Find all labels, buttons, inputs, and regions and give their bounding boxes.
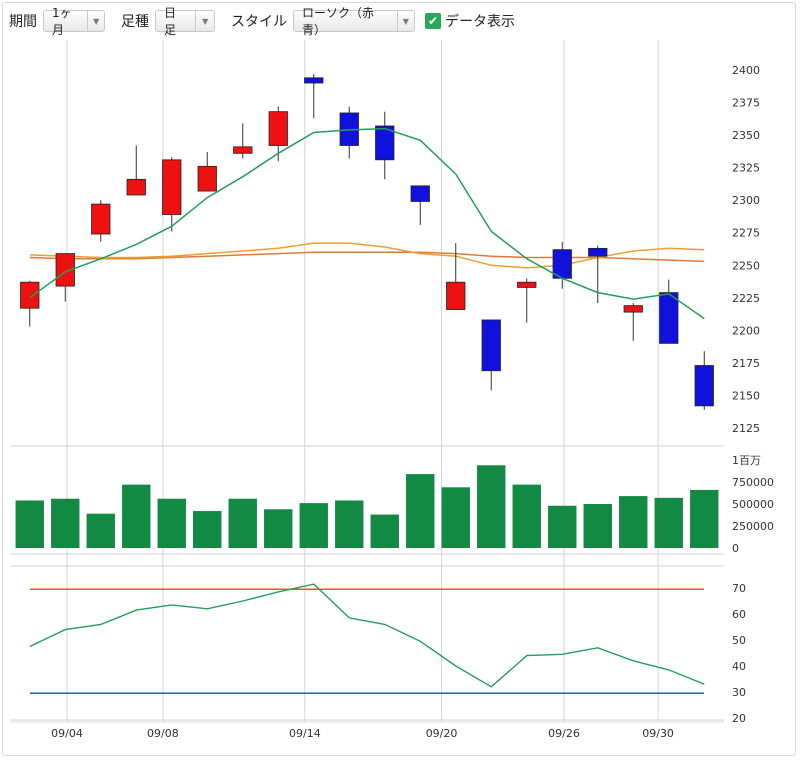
rsi-y-tick-label: 70 [732, 582, 746, 595]
price-y-tick-label: 2125 [732, 422, 760, 435]
volume-bar [122, 484, 151, 548]
period-select-value: 1ヶ月 [52, 6, 72, 37]
price-y-tick-label: 2350 [732, 129, 760, 142]
volume-bar [690, 489, 719, 548]
ashi-label: 足種 [121, 14, 149, 30]
candle-body [233, 146, 253, 154]
rsi-y-tick-label: 40 [732, 660, 746, 673]
rsi-line [29, 583, 705, 688]
candle-body [91, 203, 111, 235]
style-label: スタイル [231, 14, 287, 30]
moving-average-short-line [29, 127, 705, 320]
style-select-value: ローソク（赤青） [302, 6, 375, 37]
volume-bar [264, 509, 293, 548]
candle-body [659, 292, 679, 344]
candle-body [694, 365, 714, 407]
candle-body [55, 253, 75, 287]
chevron-down-icon: ▼ [87, 11, 104, 31]
volume-bar [441, 487, 470, 548]
rsi-y-tick-label: 50 [732, 634, 746, 647]
x-tick-label: 09/20 [426, 727, 458, 740]
volume-bar [548, 505, 577, 548]
volume-bar [193, 511, 222, 548]
volume-bar [157, 498, 186, 548]
volume-bar [583, 504, 612, 548]
volume-bar [86, 513, 115, 548]
x-tick-label: 09/30 [642, 727, 674, 740]
candle-body [588, 247, 608, 257]
volume-bar [335, 500, 364, 548]
price-y-tick-label: 2275 [732, 227, 760, 240]
candle-body [481, 319, 501, 372]
ashi-select-value: 日足 [164, 6, 177, 37]
moving-average-long-line [29, 251, 705, 263]
volume-y-tick-label: 0 [732, 542, 739, 555]
volume-bar [406, 474, 435, 548]
volume-bar [477, 465, 506, 548]
volume-bar [512, 484, 541, 548]
x-tick-label: 09/14 [289, 727, 321, 740]
price-y-tick-label: 2325 [732, 162, 760, 175]
price-y-tick-label: 2175 [732, 357, 760, 370]
toolbar: 期間 1ヶ月 ▼ 足種 日足 ▼ スタイル ローソク（赤青） ▼ ✔ データ表示 [3, 3, 797, 39]
volume-bar [228, 498, 257, 548]
rsi-y-tick-label: 60 [732, 608, 746, 621]
candle-body [446, 281, 466, 310]
candle-body [304, 77, 324, 84]
candle-body [410, 185, 430, 202]
volume-bar [654, 497, 683, 548]
x-tick-label: 09/04 [51, 727, 83, 740]
data-show-checkbox[interactable]: ✔ [425, 13, 441, 29]
candle-body [126, 178, 146, 196]
chevron-down-icon: ▼ [195, 11, 214, 31]
check-icon: ✔ [427, 14, 439, 28]
period-label: 期間 [9, 14, 37, 30]
volume-y-tick-label: 500000 [732, 498, 774, 511]
ashi-select[interactable]: 日足 ▼ [155, 6, 215, 37]
candle-body [162, 159, 182, 215]
rsi-y-tick-label: 20 [732, 712, 746, 725]
volume-bar [370, 514, 399, 548]
candle-body [20, 281, 40, 309]
chevron-down-icon: ▼ [396, 11, 414, 31]
price-y-tick-label: 2300 [732, 194, 760, 207]
volume-y-tick-label: 1百万 [732, 454, 761, 467]
candle-body [197, 165, 217, 192]
price-y-tick-label: 2150 [732, 389, 760, 402]
candle-body [623, 305, 643, 313]
price-y-tick-label: 2200 [732, 324, 760, 337]
price-y-tick-label: 2250 [732, 259, 760, 272]
volume-bar [51, 498, 80, 548]
price-y-tick-label: 2375 [732, 97, 760, 110]
price-y-tick-label: 2400 [732, 64, 760, 77]
volume-bar [15, 500, 44, 548]
x-tick-label: 09/26 [548, 727, 580, 740]
moving-average-mid-line [29, 242, 705, 269]
candle-body [375, 125, 395, 161]
candle-body [517, 281, 537, 288]
volume-y-tick-label: 750000 [732, 476, 774, 489]
rsi-y-tick-label: 30 [732, 686, 746, 699]
price-y-tick-label: 2225 [732, 292, 760, 305]
candle-body [268, 111, 288, 146]
data-show-label[interactable]: データ表示 [445, 14, 515, 30]
style-select[interactable]: ローソク（赤青） ▼ [293, 6, 415, 37]
x-tick-label: 09/08 [147, 727, 179, 740]
volume-y-tick-label: 250000 [732, 520, 774, 533]
volume-bar [299, 503, 328, 548]
period-select[interactable]: 1ヶ月 ▼ [43, 6, 105, 37]
volume-bar [619, 496, 648, 548]
